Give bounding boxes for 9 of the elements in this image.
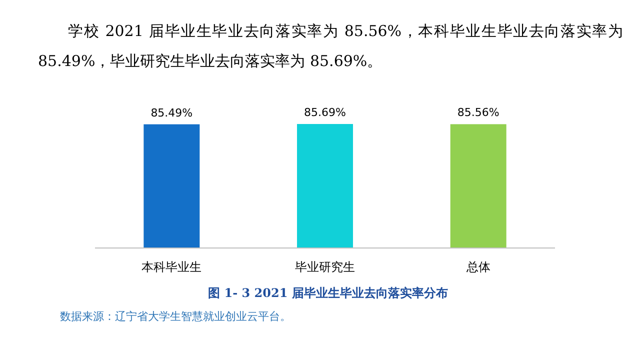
x-tick-label: 总体 (465, 260, 490, 274)
text: 学校 2021 届毕业生毕业去向落实率为 85.56%，本科毕业生毕业去向落实率为 85.49%，毕业研究生毕业去向落实率为 85.69%。 (38, 21, 623, 72)
x-tick-label: 本科毕业生 (142, 260, 202, 274)
x-tick-label: 毕业研究生 (295, 260, 355, 274)
data-label: 85.56% (457, 106, 500, 120)
text: 图 1- 3 2021 届毕业生毕业去向落实率分布 (208, 286, 448, 300)
data-label: 85.49% (150, 106, 193, 120)
data-label: 85.69% (304, 106, 346, 119)
source-note: 数据来源：辽宁省大学生智慧就业创业云平台。 (60, 309, 291, 324)
